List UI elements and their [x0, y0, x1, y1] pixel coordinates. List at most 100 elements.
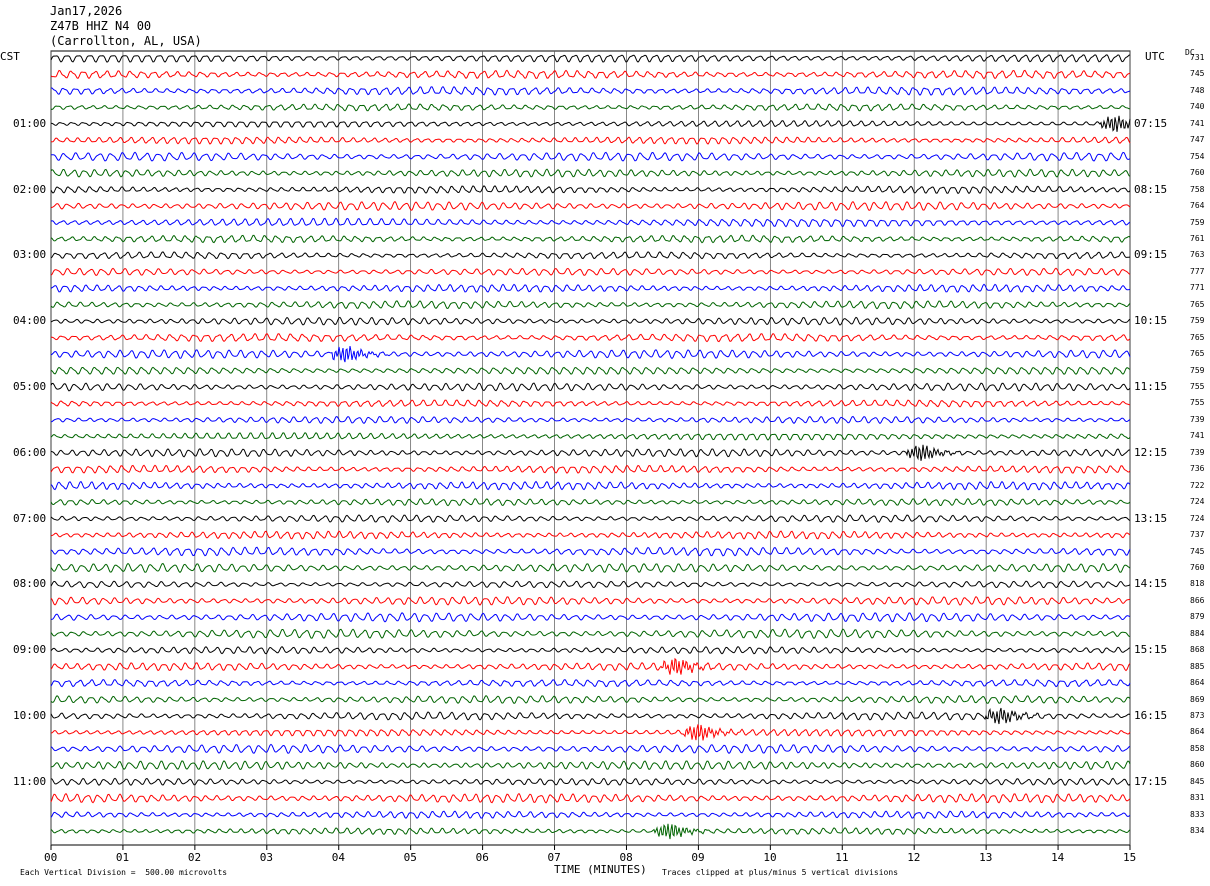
seismic-trace: [50, 103, 1131, 112]
x-tick-label: 00: [44, 851, 58, 864]
dc-offset-value: 755: [1190, 382, 1205, 391]
dc-offset-value: 745: [1190, 69, 1205, 79]
x-tick-label: 10: [763, 851, 777, 864]
x-tick-label: 11: [835, 851, 849, 864]
dc-offset-value: 763: [1190, 250, 1205, 260]
seismic-trace: [50, 562, 1131, 574]
dc-offset-value: 754: [1190, 151, 1205, 161]
seismic-trace: [50, 267, 1131, 277]
seismic-trace: [50, 151, 1131, 162]
dc-offset-header: DC: [1185, 48, 1195, 57]
x-tick-label: 05: [403, 851, 417, 864]
hour-label-cst: 01:00: [13, 116, 47, 130]
hour-label-cst: 11:00: [13, 774, 47, 788]
dc-offset-value: 755: [1190, 398, 1205, 408]
x-tick-label: 13: [979, 851, 993, 864]
seismic-trace: [50, 514, 1131, 523]
seismic-trace: [50, 168, 1131, 178]
seismic-trace: [50, 743, 1131, 754]
dc-offset-value: 764: [1190, 201, 1205, 211]
x-axis-title: TIME (MINUTES): [554, 863, 647, 876]
hour-label-utc: 16:15: [1134, 709, 1168, 722]
dc-offset-value: 860: [1190, 760, 1205, 770]
dc-offset-value: 759: [1190, 365, 1205, 375]
seismic-trace: [50, 69, 1131, 80]
seismic-trace: [50, 251, 1131, 260]
dc-offset-value: 771: [1190, 283, 1205, 293]
dc-offset-value: 818: [1190, 579, 1205, 589]
x-tick-label: 04: [331, 851, 345, 864]
seismic-trace: [50, 760, 1131, 771]
x-tick-label: 07: [547, 851, 561, 864]
dc-offset-value: 866: [1190, 595, 1205, 605]
dc-offset-value: 864: [1190, 727, 1205, 737]
dc-offset-value: 864: [1190, 678, 1205, 688]
dc-offset-value: 884: [1190, 628, 1205, 638]
seismic-trace: [50, 444, 1131, 461]
dc-offset-value: 747: [1190, 135, 1205, 145]
header-station: Z47B HHZ N4 00: [50, 19, 152, 33]
dc-offset-value: 740: [1190, 102, 1205, 112]
dc-offset-value: 748: [1190, 85, 1205, 95]
seismic-trace: [50, 283, 1131, 293]
dc-offset-value: 739: [1190, 414, 1205, 424]
hour-label-utc: 08:15: [1134, 182, 1168, 196]
hour-label-utc: 15:15: [1134, 643, 1168, 657]
seismic-trace: [50, 185, 1131, 195]
seismic-trace: [50, 810, 1131, 819]
dc-offset-value: 777: [1190, 266, 1205, 276]
x-tick-label: 15: [1123, 851, 1137, 864]
dc-offset-value: 745: [1190, 546, 1205, 556]
dc-offset-value: 869: [1190, 694, 1205, 704]
seismic-trace: [50, 480, 1131, 491]
hour-label-cst: 08:00: [13, 577, 47, 591]
seismic-trace: [50, 316, 1131, 326]
plot-frame: [50, 50, 1131, 846]
dc-offset-value: 760: [1190, 562, 1205, 572]
hour-label-cst: 04:00: [13, 314, 47, 328]
dc-offset-value: 724: [1190, 497, 1205, 507]
seismic-trace: [50, 724, 1131, 741]
dc-offset-value: 873: [1190, 711, 1205, 720]
seismic-trace: [50, 498, 1131, 507]
dc-offset-value: 724: [1190, 513, 1205, 523]
hour-label-cst: 03:00: [13, 248, 47, 262]
dc-offset-value: 758: [1190, 184, 1205, 194]
timezone-left-label: CST: [0, 50, 20, 63]
dc-offset-value: 722: [1190, 480, 1205, 490]
hour-label-cst: 05:00: [13, 380, 47, 393]
dc-offset-value: 831: [1190, 793, 1205, 803]
scale-note: Each Vertical Division = 500.00 microvol…: [20, 868, 228, 877]
seismic-trace: [50, 777, 1131, 786]
seismic-trace: [50, 464, 1131, 474]
seismic-trace: [50, 695, 1131, 705]
dc-offset-value: 761: [1190, 233, 1205, 243]
dc-offset-value: 731: [1190, 53, 1205, 62]
dc-offset-value: 885: [1190, 661, 1205, 671]
x-tick-label: 06: [475, 851, 489, 864]
hour-label-utc: 07:15: [1134, 116, 1168, 130]
seismic-trace: [50, 415, 1131, 425]
dc-offset-value: 765: [1190, 299, 1205, 309]
dc-offset-value: 765: [1190, 349, 1205, 359]
seismic-trace: [50, 612, 1131, 623]
x-tick-label: 01: [115, 851, 130, 864]
x-tick-label: 12: [907, 851, 921, 864]
seismic-trace: [50, 628, 1131, 640]
seismic-trace: [50, 707, 1131, 725]
dc-offset-value: 741: [1190, 118, 1205, 128]
hour-label-cst: 09:00: [13, 643, 47, 657]
dc-offset-value: 736: [1190, 464, 1205, 474]
seismic-trace: [50, 580, 1131, 589]
seismic-trace: [50, 432, 1131, 441]
seismic-trace: [50, 595, 1131, 606]
x-tick-label: 02: [187, 851, 202, 864]
seismic-trace: [50, 657, 1131, 675]
dc-offset-value: 834: [1190, 826, 1205, 836]
hour-label-utc: 13:15: [1134, 511, 1168, 525]
dc-offset-value: 765: [1190, 332, 1205, 342]
seismic-trace: [50, 399, 1131, 408]
x-tick-label: 09: [691, 851, 705, 864]
seismic-trace: [50, 54, 1131, 63]
seismic-trace: [50, 546, 1131, 557]
